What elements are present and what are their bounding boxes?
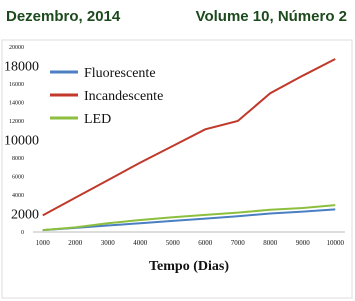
y-tick-label: 18000 — [4, 60, 39, 75]
x-tick-label: 10000 — [327, 239, 345, 247]
x-axis-label: Tempo (Dias) — [149, 259, 229, 274]
y-tick-label: 0 — [21, 230, 24, 236]
legend-label: Incandescente — [84, 89, 163, 104]
y-tick-label: 12000 — [9, 119, 24, 125]
x-tick-label: 7000 — [231, 239, 246, 247]
y-tick-label: 6000 — [12, 175, 24, 181]
chart-frame — [1, 39, 353, 299]
y-tick-label: 14000 — [9, 101, 24, 107]
y-tick-label: 4000 — [12, 193, 24, 199]
y-tick-label: 20000 — [9, 45, 24, 51]
y-tick-label: 16000 — [9, 82, 24, 88]
issue-date: Dezembro, 2014 — [6, 8, 121, 25]
x-tick-label: 2000 — [68, 239, 83, 247]
x-tick-label: 6000 — [198, 239, 213, 247]
legend-label: Fluorescente — [84, 66, 156, 81]
y-tick-label: 10000 — [4, 134, 39, 149]
issue-volume: Volume 10, Número 2 — [195, 8, 347, 25]
series-line — [42, 204, 336, 232]
y-tick-label: 2000 — [11, 208, 39, 223]
series-line — [42, 208, 336, 232]
y-tick-label: 8000 — [12, 156, 24, 162]
x-tick-label: 5000 — [166, 239, 181, 247]
x-tick-label: 9000 — [296, 239, 311, 247]
x-tick-label: 4000 — [133, 239, 148, 247]
legend-label: LED — [84, 112, 111, 127]
x-tick-label: 1000 — [36, 239, 51, 247]
x-tick-label: 8000 — [263, 239, 278, 247]
series-line — [42, 58, 336, 217]
x-tick-label: 3000 — [101, 239, 116, 247]
